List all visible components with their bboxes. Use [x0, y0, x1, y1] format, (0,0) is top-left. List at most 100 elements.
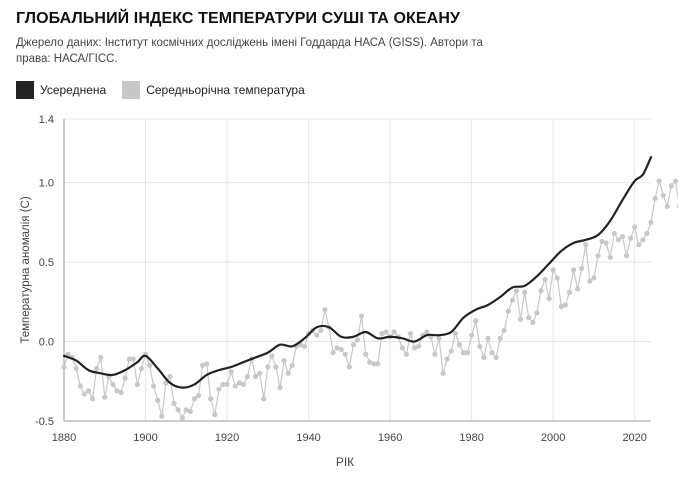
- annual-point: [187, 408, 193, 415]
- annual-point: [460, 350, 467, 356]
- annual-point: [411, 345, 418, 351]
- annual-point: [640, 237, 646, 243]
- annual-point: [481, 354, 487, 361]
- annual-point: [579, 265, 585, 272]
- annual-point: [668, 183, 674, 189]
- legend-label-annual: Середньорічна температура: [146, 83, 305, 97]
- annual-point: [208, 396, 214, 402]
- annual-point: [73, 365, 79, 372]
- annual-point: [501, 327, 507, 333]
- annual-point: [65, 351, 71, 357]
- legend-item-annual[interactable]: Середньорічна температура: [122, 81, 305, 99]
- annual-point: [469, 332, 475, 338]
- annual-point: [391, 329, 397, 335]
- annual-point: [273, 364, 279, 370]
- annual-point: [628, 235, 634, 241]
- annual-point: [599, 238, 605, 244]
- annual-point: [89, 396, 96, 402]
- y-tick-label: 0.5: [39, 257, 54, 269]
- annual-point: [350, 342, 357, 348]
- annual-point: [542, 276, 548, 283]
- annual-point: [436, 335, 442, 341]
- annual-point: [358, 313, 365, 319]
- annual-series: [61, 178, 678, 421]
- annual-point: [554, 275, 560, 281]
- annual-point: [265, 364, 271, 370]
- annual-point: [367, 359, 373, 365]
- annual-point: [399, 345, 405, 351]
- annual-point: [403, 351, 410, 357]
- annual-point: [322, 307, 328, 313]
- annual-point: [517, 316, 524, 322]
- annual-point: [195, 392, 202, 399]
- annual-point: [477, 343, 483, 349]
- annual-point: [289, 362, 295, 368]
- y-tick-label: 1.0: [39, 178, 54, 190]
- annual-point: [277, 385, 283, 391]
- annual-point: [583, 241, 589, 248]
- annual-point: [85, 388, 92, 394]
- annual-point: [269, 353, 275, 359]
- annual-point: [228, 369, 234, 375]
- annual-point: [261, 396, 267, 402]
- annual-point: [147, 362, 153, 368]
- annual-point: [244, 373, 251, 380]
- annual-point: [416, 343, 422, 349]
- x-tick-label: 1960: [378, 432, 402, 444]
- x-tick-label: 1940: [296, 432, 320, 444]
- annual-point: [464, 350, 471, 356]
- annual-point: [334, 345, 340, 351]
- annual-point: [558, 303, 564, 310]
- smoothed-line: [62, 156, 653, 389]
- x-tick-label: 2000: [541, 432, 565, 444]
- annual-point: [632, 224, 638, 230]
- annual-point: [644, 230, 650, 237]
- annual-point: [338, 346, 344, 353]
- annual-point: [363, 351, 369, 357]
- annual-point: [232, 383, 238, 389]
- annual-point: [473, 318, 479, 324]
- annual-point: [432, 351, 438, 357]
- annual-point: [179, 415, 185, 421]
- legend-item-smoothed[interactable]: Усереднена: [16, 81, 106, 99]
- annual-point: [566, 289, 573, 295]
- annual-point: [636, 241, 642, 248]
- annual-point: [199, 362, 206, 368]
- annual-point: [102, 394, 108, 400]
- annual-point: [656, 178, 662, 184]
- annual-point: [383, 329, 389, 335]
- annual-point: [375, 361, 381, 367]
- annual-point: [615, 237, 621, 243]
- annual-point: [130, 356, 136, 362]
- x-axis-label: РІК: [336, 455, 354, 469]
- annual-point: [212, 412, 218, 418]
- annual-point: [354, 337, 361, 343]
- annual-point: [81, 391, 87, 397]
- annual-point: [546, 296, 552, 302]
- y-tick-label: 0.0: [39, 337, 54, 349]
- annual-point: [448, 348, 454, 354]
- annual-point: [98, 354, 104, 361]
- annual-point: [489, 350, 495, 356]
- annual-point: [110, 381, 116, 388]
- annual-point: [526, 315, 532, 321]
- annual-point: [513, 288, 520, 294]
- annual-point: [664, 203, 670, 210]
- y-tick-label: 1.4: [39, 114, 54, 126]
- annual-point: [603, 240, 609, 246]
- legend-swatch-annual: [122, 81, 141, 99]
- annual-point: [330, 350, 336, 356]
- annual-point: [216, 386, 222, 392]
- x-tick-label: 1980: [459, 432, 483, 444]
- y-tick-label: -0.5: [35, 416, 54, 428]
- annual-point: [61, 364, 67, 370]
- annual-point: [611, 230, 617, 237]
- annual-point: [77, 383, 83, 389]
- x-tick-label: 2020: [622, 432, 646, 444]
- annual-point: [171, 400, 177, 407]
- x-tick-label: 1880: [52, 432, 76, 444]
- annual-point: [591, 275, 597, 281]
- annual-point: [151, 383, 157, 389]
- annual-point: [530, 319, 536, 326]
